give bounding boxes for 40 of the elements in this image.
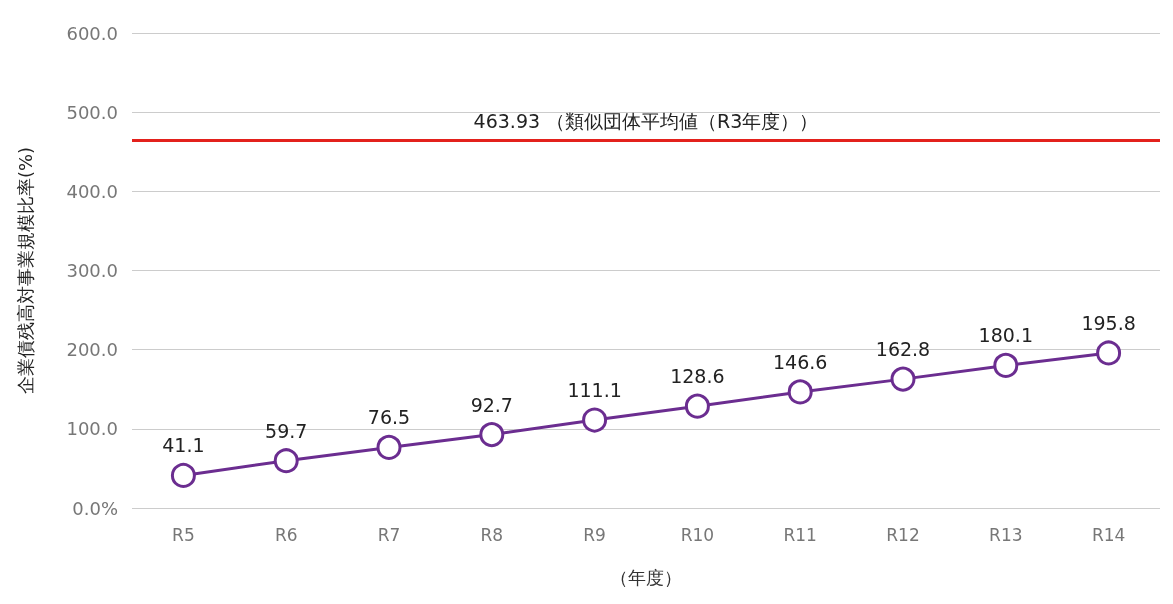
data-label: 195.8 [1081, 311, 1136, 334]
data-label: 92.7 [470, 393, 513, 416]
data-label: 180.1 [978, 324, 1033, 347]
y-tick-label: 0.0% [72, 497, 118, 519]
data-label: 162.8 [875, 338, 931, 361]
x-tick-label: R10 [680, 524, 715, 545]
data-label: 59.7 [265, 419, 308, 442]
point [479, 422, 505, 448]
x-tick-label: R5 [172, 524, 195, 545]
point [376, 434, 402, 460]
data-label: 128.6 [670, 365, 725, 388]
data-label: 111.1 [567, 379, 622, 402]
x-tick-label: R7 [377, 524, 401, 545]
y-tick-label: 400.0 [66, 180, 118, 202]
point [170, 462, 196, 488]
x-tick-label: R11 [783, 524, 817, 545]
x-tick-label: R8 [480, 524, 504, 545]
data-label: 41.1 [162, 434, 205, 457]
data-label: 146.6 [773, 350, 828, 373]
x-tick-label: R14 [1091, 524, 1126, 545]
y-axis-title: 企業債残高対事業規模比率(%) [14, 146, 36, 395]
y-tick-label: 500.0 [66, 101, 118, 123]
x-tick-label: R13 [989, 524, 1023, 545]
x-tick-label: R12 [886, 524, 920, 545]
ref-line-label: 463.93 （類似団体平均値（R3年度）） [473, 110, 819, 133]
y-tick-label: 100.0 [66, 418, 118, 440]
point [1096, 340, 1122, 366]
y-tick-label: 200.0 [66, 339, 118, 361]
point [273, 448, 299, 474]
y-tick-label: 600.0 [66, 22, 118, 44]
x-axis-title: （年度） [610, 566, 682, 588]
data-label: 76.5 [367, 406, 411, 429]
y-tick-label: 300.0 [66, 260, 118, 281]
x-tick-label: R6 [274, 524, 298, 545]
point [890, 366, 916, 392]
point [684, 393, 710, 419]
point [993, 352, 1019, 378]
x-tick-label: R9 [583, 524, 606, 545]
point [582, 407, 608, 433]
point [787, 379, 813, 405]
